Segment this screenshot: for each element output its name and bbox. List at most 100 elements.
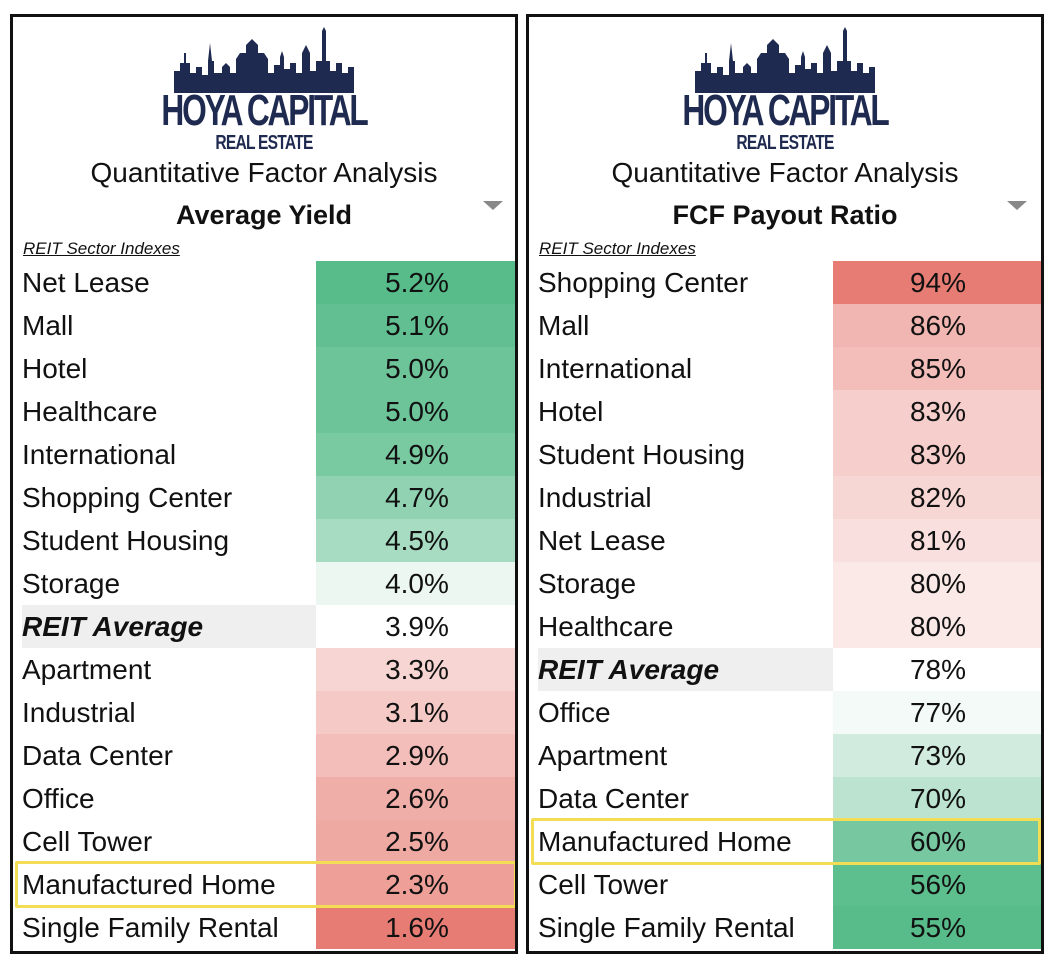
sector-value: 5.0% bbox=[316, 390, 515, 433]
table-row: Mall 86% bbox=[529, 304, 1041, 347]
table-row: Student Housing 4.5% bbox=[13, 519, 515, 562]
sector-name: Healthcare bbox=[538, 611, 674, 642]
table-row: Cell Tower 56% bbox=[529, 863, 1041, 906]
sector-value: 81% bbox=[833, 519, 1041, 562]
sector-name: Single Family Rental bbox=[22, 912, 279, 943]
table-row: Data Center 2.9% bbox=[13, 734, 515, 777]
factor-title: Average Yield bbox=[175, 200, 353, 230]
sector-name: Student Housing bbox=[538, 439, 746, 470]
sector-name: Cell Tower bbox=[538, 869, 669, 900]
sector-value: 86% bbox=[833, 304, 1041, 347]
table-row: Industrial 82% bbox=[529, 476, 1041, 519]
sector-value: 4.9% bbox=[316, 433, 515, 476]
table-row: Manufactured Home 60% bbox=[529, 820, 1041, 863]
sector-name: Single Family Rental bbox=[538, 912, 795, 943]
sector-value: 5.2% bbox=[316, 261, 515, 304]
table-row: Healthcare 5.0% bbox=[13, 390, 515, 433]
sector-name: Apartment bbox=[22, 654, 152, 685]
reit-average-label: REIT Average bbox=[538, 648, 833, 691]
sector-value: 83% bbox=[833, 433, 1041, 476]
logo-subtitle: REAL ESTATE bbox=[736, 132, 834, 154]
table-row: International 85% bbox=[529, 347, 1041, 390]
table-row: Data Center 70% bbox=[529, 777, 1041, 820]
sector-name: International bbox=[538, 353, 693, 384]
table-row: Healthcare 80% bbox=[529, 605, 1041, 648]
sector-value: 78% bbox=[833, 648, 1041, 691]
sector-value: 55% bbox=[833, 906, 1041, 949]
sector-name: Student Housing bbox=[22, 525, 230, 556]
sector-value: 80% bbox=[833, 562, 1041, 605]
sector-value: 60% bbox=[833, 820, 1041, 863]
sector-value: 94% bbox=[833, 261, 1041, 304]
sector-name: Hotel bbox=[22, 353, 88, 384]
sector-value: 85% bbox=[833, 347, 1041, 390]
logo-title: HOYA CAPITAL bbox=[682, 86, 889, 135]
table-row: Cell Tower 2.5% bbox=[13, 820, 515, 863]
table-row: Hotel 83% bbox=[529, 390, 1041, 433]
reit-average-label: REIT Average bbox=[22, 605, 316, 648]
table-row: Storage 4.0% bbox=[13, 562, 515, 605]
sector-value: 56% bbox=[833, 863, 1041, 906]
sector-name: Healthcare bbox=[22, 396, 158, 427]
logo-subtitle: REAL ESTATE bbox=[215, 132, 313, 154]
sector-value: 3.9% bbox=[316, 605, 515, 648]
sector-name: Mall bbox=[538, 310, 590, 341]
table-row: Office 77% bbox=[529, 691, 1041, 734]
table-row: Office 2.6% bbox=[13, 777, 515, 820]
sector-name: Data Center bbox=[22, 740, 173, 771]
sector-name: Hotel bbox=[538, 396, 604, 427]
sector-name: Apartment bbox=[538, 740, 668, 771]
sector-name: Office bbox=[22, 783, 95, 814]
skyline-icon bbox=[695, 27, 875, 93]
table-row: Apartment 73% bbox=[529, 734, 1041, 777]
factor-title: FCF Payout Ratio bbox=[672, 200, 898, 230]
sector-name: Industrial bbox=[22, 697, 136, 728]
sector-value: 4.5% bbox=[316, 519, 515, 562]
sector-value: 2.5% bbox=[316, 820, 515, 863]
sector-name: Industrial bbox=[538, 482, 652, 513]
table-row: Apartment 3.3% bbox=[13, 648, 515, 691]
skyline-icon bbox=[174, 27, 354, 93]
table-row: Manufactured Home 2.3% bbox=[13, 863, 515, 906]
table-row: Net Lease 81% bbox=[529, 519, 1041, 562]
sector-name: Net Lease bbox=[22, 267, 150, 298]
sector-table: Shopping Center 94% Mall 86% International 85… bbox=[529, 261, 1041, 949]
logo-title: HOYA CAPITAL bbox=[161, 86, 368, 135]
sector-name: Storage bbox=[22, 568, 121, 599]
section-label: REIT Sector Indexes bbox=[23, 239, 180, 258]
table-row: REIT Average 3.9% bbox=[13, 605, 515, 648]
sector-value: 1.6% bbox=[316, 906, 515, 949]
panel-subtitle: Quantitative Factor Analysis bbox=[611, 157, 959, 188]
sector-table: Net Lease 5.2% Mall 5.1% Hotel 5.0% Healthcare… bbox=[13, 261, 515, 949]
table-row: Single Family Rental 1.6% bbox=[13, 906, 515, 949]
sector-value: 3.3% bbox=[316, 648, 515, 691]
table-row: International 4.9% bbox=[13, 433, 515, 476]
table-row: Shopping Center 4.7% bbox=[13, 476, 515, 519]
table-row: REIT Average 78% bbox=[529, 648, 1041, 691]
sector-value: 70% bbox=[833, 777, 1041, 820]
fcf-payout-panel: HOYA CAPITAL REAL ESTATE Quantitative Fa… bbox=[526, 14, 1044, 954]
sector-value: 5.0% bbox=[316, 347, 515, 390]
sector-value: 2.6% bbox=[316, 777, 515, 820]
sector-value: 5.1% bbox=[316, 304, 515, 347]
sector-value: 80% bbox=[833, 605, 1041, 648]
average-yield-panel: HOYA CAPITAL REAL ESTATE Quantitative Fa… bbox=[10, 14, 518, 954]
sector-name: Mall bbox=[22, 310, 74, 341]
hoya-capital-logo: HOYA CAPITAL REAL ESTATE bbox=[529, 17, 1041, 157]
chevron-down-icon[interactable] bbox=[1007, 201, 1027, 210]
table-row: Storage 80% bbox=[529, 562, 1041, 605]
table-row: Hotel 5.0% bbox=[13, 347, 515, 390]
table-row: Shopping Center 94% bbox=[529, 261, 1041, 304]
sector-value: 2.9% bbox=[316, 734, 515, 777]
section-label: REIT Sector Indexes bbox=[539, 239, 696, 258]
table-row: Mall 5.1% bbox=[13, 304, 515, 347]
chevron-down-icon[interactable] bbox=[483, 201, 503, 210]
sector-value: 73% bbox=[833, 734, 1041, 777]
sector-name: Manufactured Home bbox=[22, 869, 276, 900]
panel-subtitle: Quantitative Factor Analysis bbox=[90, 157, 438, 188]
sector-value: 4.7% bbox=[316, 476, 515, 519]
table-row: Industrial 3.1% bbox=[13, 691, 515, 734]
sector-name: Office bbox=[538, 697, 611, 728]
sector-name: International bbox=[22, 439, 177, 470]
table-row: Student Housing 83% bbox=[529, 433, 1041, 476]
